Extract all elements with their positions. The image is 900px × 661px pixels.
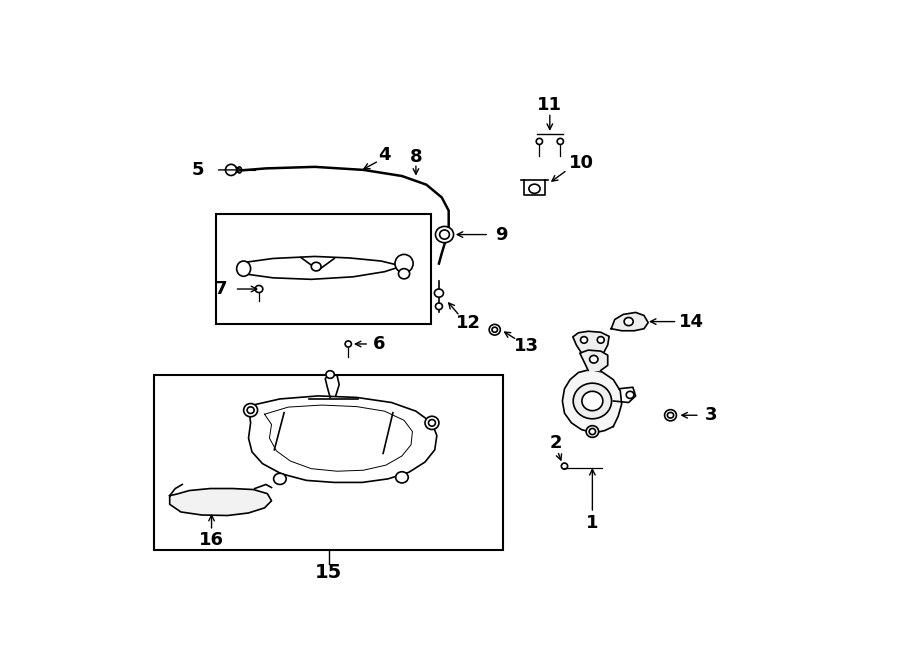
Ellipse shape xyxy=(428,420,436,426)
Text: 8: 8 xyxy=(410,147,422,166)
Ellipse shape xyxy=(425,416,439,430)
Ellipse shape xyxy=(573,383,612,419)
Ellipse shape xyxy=(396,472,409,483)
Text: 7: 7 xyxy=(214,280,227,298)
Ellipse shape xyxy=(580,336,588,343)
Text: 1: 1 xyxy=(586,514,598,532)
Ellipse shape xyxy=(439,230,449,239)
Polygon shape xyxy=(562,369,622,433)
Ellipse shape xyxy=(590,428,596,434)
Polygon shape xyxy=(580,350,608,370)
Ellipse shape xyxy=(529,184,540,193)
Ellipse shape xyxy=(248,407,254,414)
Ellipse shape xyxy=(492,327,498,332)
Bar xyxy=(216,214,430,324)
Text: 10: 10 xyxy=(569,154,594,173)
Ellipse shape xyxy=(435,289,444,297)
Ellipse shape xyxy=(664,410,677,421)
Text: 15: 15 xyxy=(315,563,342,582)
Ellipse shape xyxy=(536,138,543,145)
Text: 3: 3 xyxy=(705,407,717,424)
Ellipse shape xyxy=(255,286,263,293)
Ellipse shape xyxy=(557,138,563,145)
Ellipse shape xyxy=(274,473,286,485)
Ellipse shape xyxy=(244,403,257,417)
Text: 5: 5 xyxy=(192,161,203,179)
Polygon shape xyxy=(170,488,272,516)
Text: 13: 13 xyxy=(514,337,538,355)
Ellipse shape xyxy=(624,317,634,326)
Text: 2: 2 xyxy=(549,434,562,452)
Text: 12: 12 xyxy=(455,313,481,332)
Ellipse shape xyxy=(668,412,673,418)
Ellipse shape xyxy=(311,262,321,271)
Text: 16: 16 xyxy=(199,531,224,549)
Ellipse shape xyxy=(238,167,241,173)
Polygon shape xyxy=(573,331,609,352)
Ellipse shape xyxy=(326,371,334,378)
Ellipse shape xyxy=(226,165,237,176)
Ellipse shape xyxy=(626,391,634,399)
Text: 6: 6 xyxy=(373,335,385,353)
Text: 4: 4 xyxy=(378,145,391,164)
Ellipse shape xyxy=(598,336,604,343)
Ellipse shape xyxy=(345,341,351,347)
Bar xyxy=(155,375,503,550)
Ellipse shape xyxy=(237,261,250,276)
Ellipse shape xyxy=(562,463,568,469)
Text: 11: 11 xyxy=(537,96,562,114)
Ellipse shape xyxy=(436,303,443,309)
Ellipse shape xyxy=(395,254,413,273)
Ellipse shape xyxy=(582,391,603,410)
Text: 14: 14 xyxy=(679,313,704,330)
Polygon shape xyxy=(611,313,648,330)
Ellipse shape xyxy=(490,325,500,335)
Ellipse shape xyxy=(586,426,598,438)
Ellipse shape xyxy=(590,356,598,363)
Ellipse shape xyxy=(399,268,410,279)
Ellipse shape xyxy=(436,227,454,243)
Text: 9: 9 xyxy=(496,225,508,243)
